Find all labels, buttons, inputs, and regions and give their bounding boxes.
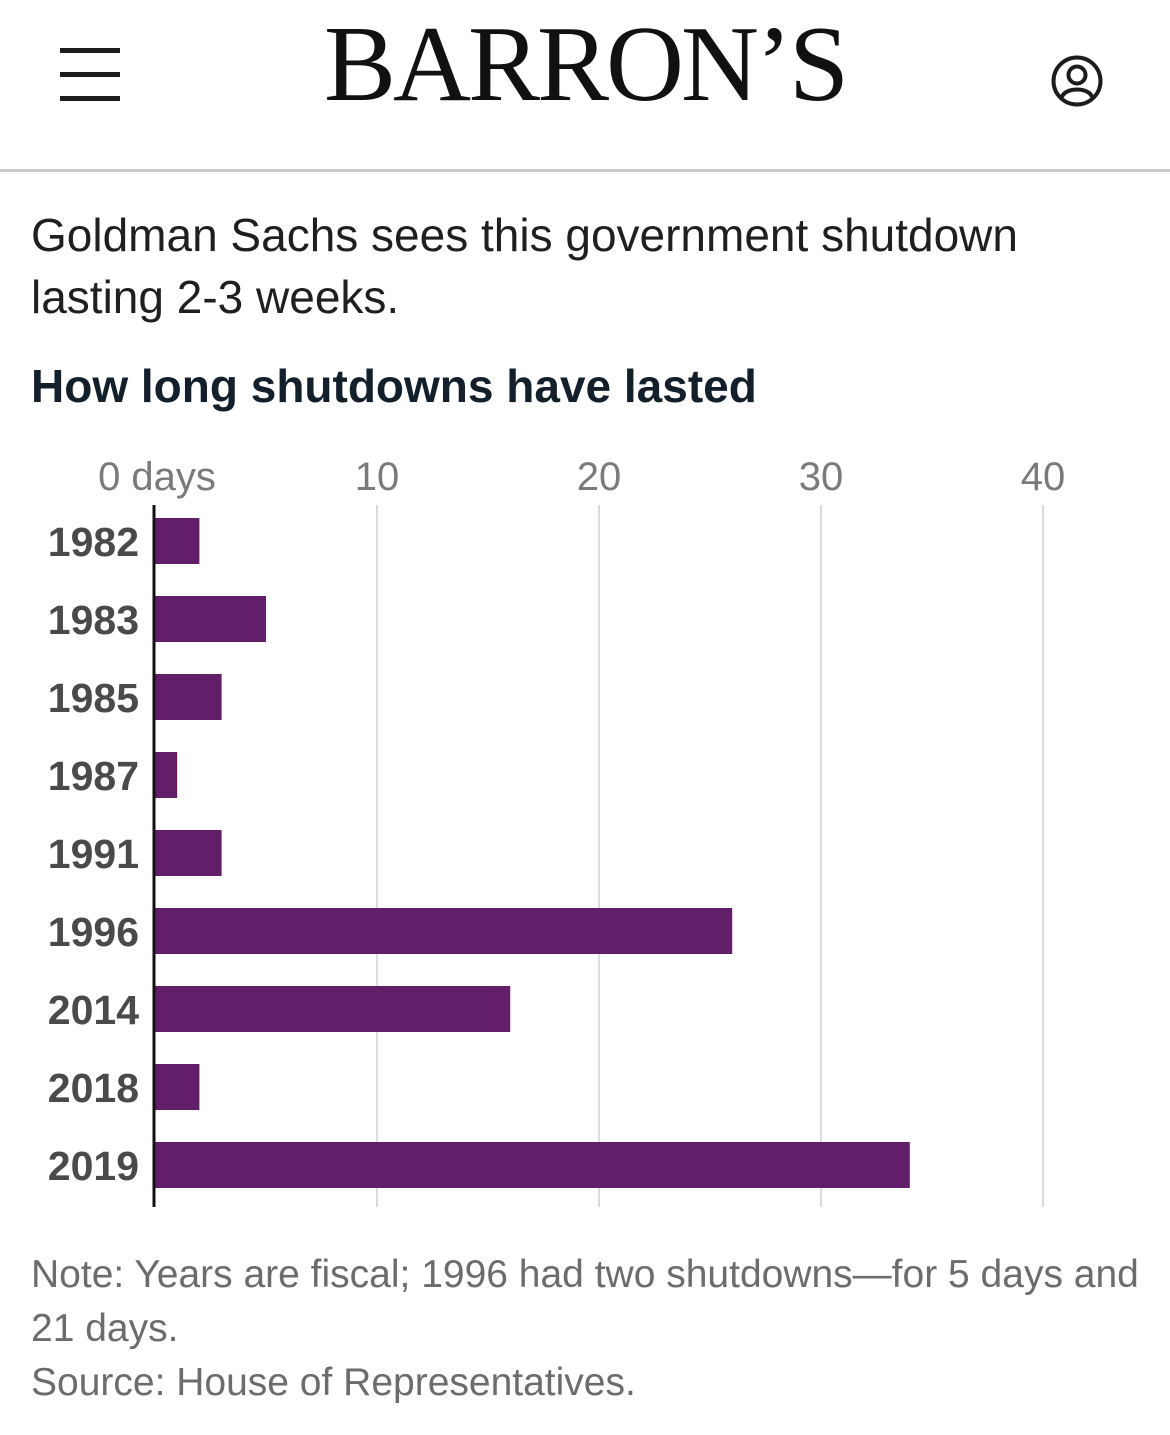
- x-tick-label: 10: [355, 455, 400, 499]
- chart-footnote: Note: Years are fiscal; 1996 had two shu…: [31, 1248, 1141, 1410]
- site-header: BARRON’S: [0, 0, 1170, 172]
- bar: [155, 1064, 200, 1110]
- bar: [155, 752, 178, 798]
- hamburger-menu-icon[interactable]: [58, 46, 122, 104]
- category-label: 2019: [48, 1143, 139, 1189]
- category-label: 1987: [48, 753, 139, 799]
- bar: [155, 830, 222, 876]
- category-label: 1983: [48, 597, 139, 643]
- category-label: 1982: [48, 519, 139, 565]
- x-tick-label: 30: [799, 455, 844, 499]
- bar: [155, 674, 222, 720]
- bar-chart: 0 days 10 20 30 40 1982 1983 1985 1987 1991 1996 2…: [0, 440, 1170, 1220]
- category-label: 1991: [48, 831, 139, 877]
- chart-source: Source: House of Representatives.: [31, 1361, 636, 1404]
- x-tick-label: 20: [577, 455, 622, 499]
- brand-logo[interactable]: BARRON’S: [323, 5, 849, 124]
- category-label: 1996: [48, 909, 139, 955]
- bar: [155, 908, 733, 954]
- article-dek: Goldman Sachs sees this government shutd…: [31, 209, 1018, 323]
- category-label: 2018: [48, 1065, 139, 1111]
- category-label: 1985: [48, 675, 139, 721]
- chart-note: Note: Years are fiscal; 1996 had two shu…: [31, 1253, 1139, 1350]
- bar: [155, 596, 266, 642]
- bar: [155, 986, 511, 1032]
- x-tick-label: 0 days: [98, 455, 216, 499]
- chart-title: How long shutdowns have lasted: [31, 360, 757, 412]
- bar-chart-svg: 0 days 10 20 30 40 1982 1983 1985 1987 1991 1996 2…: [48, 455, 1066, 1207]
- x-tick-label: 40: [1021, 455, 1066, 499]
- bar: [155, 518, 200, 564]
- bar: [155, 1142, 910, 1188]
- user-account-icon[interactable]: [1046, 50, 1108, 112]
- category-label: 2014: [48, 987, 139, 1033]
